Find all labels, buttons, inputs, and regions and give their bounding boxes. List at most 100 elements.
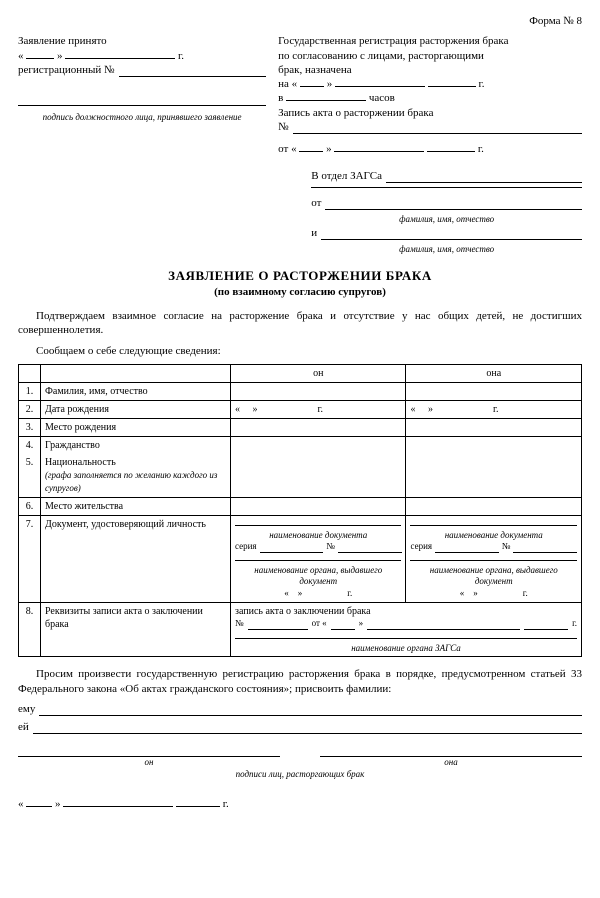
form-number: Форма № 8 [18,14,582,28]
zags-cap: наименование органа ЗАГСа [235,643,577,655]
rec-no-lbl: № [235,618,244,630]
signature-caption: подпись должностного лица, принявшего за… [18,112,266,124]
cell-she[interactable] [406,437,582,455]
sig-she-cap: она [320,757,582,769]
cell-he-doc[interactable]: наименование документа серия№ наименован… [231,516,406,603]
cell-she[interactable] [406,419,582,437]
series-lbl-she: серия [410,541,432,553]
cell-label: Гражданство [41,437,231,455]
right-line-3: брак, назначена [278,63,582,77]
nat-label: Национальность [45,457,116,468]
fio-caption-2: фамилия, имя, отчество [311,244,582,256]
from-field[interactable] [325,209,582,210]
record-from-row: от « » г. [278,142,582,156]
cell-num: 2. [19,401,41,419]
day-blank[interactable] [26,58,54,59]
to-zags-row: В отдел ЗАГСа [18,169,582,183]
and-row: и [18,226,582,240]
cell-he-date[interactable]: « » г. [231,401,406,419]
no-lbl-she: № [502,541,511,553]
and-field[interactable] [321,239,582,240]
cell-he[interactable] [231,437,406,455]
record-no-row: № [278,120,582,134]
cell-she-date[interactable]: « » г. [406,401,582,419]
header-right: Государственная регистрация расторжения … [278,34,582,156]
zags-field-2[interactable] [311,187,582,188]
in-label: в [278,92,283,104]
rec-year[interactable] [427,151,475,152]
reg-no-row: регистрационный № [18,63,266,77]
cell-num: 5. [19,454,41,498]
sched-day[interactable] [300,86,324,87]
series-lbl-he: серия [235,541,257,553]
right-line-2: по согласованию с лицами, расторгающими [278,49,582,63]
cell-he[interactable] [231,419,406,437]
on-label: на « [278,78,297,90]
cell-label: Фамилия, имя, отчество [41,383,231,401]
cell-she-doc[interactable]: наименование документа серия№ наименован… [406,516,582,603]
scheduled-time-row: в часов [278,91,582,105]
cell-she[interactable] [406,454,582,498]
table-row: 5. Национальность (графа заполняется по … [19,454,582,498]
reg-no-field[interactable] [119,76,267,77]
accepted-line: Заявление принято [18,34,266,48]
ys-inline: г. [572,618,577,630]
fy: г. [223,798,229,810]
signature-line[interactable] [18,105,266,106]
zags-field[interactable] [386,182,582,183]
info-table: он она 1. Фамилия, имя, отчество 2. Дата… [18,364,582,657]
quote-close-3: » [326,143,332,155]
cell-label: Реквизиты записи акта о заключении брака [41,602,231,656]
th-num [19,365,41,383]
from-label-2: от [311,196,321,210]
month-blank[interactable] [65,58,175,59]
cell-num: 6. [19,498,41,516]
rec-month[interactable] [334,151,424,152]
cell-she[interactable] [406,383,582,401]
table-row: 1. Фамилия, имя, отчество [19,383,582,401]
cell-num: 1. [19,383,41,401]
header-block: Заявление принято « » г. регистрационный… [18,34,582,156]
doc-name-cap-he: наименование документа [235,530,401,542]
final-day[interactable] [26,806,52,807]
table-row: 2. Дата рождения « » г. « » г. [19,401,582,419]
rec-day[interactable] [299,151,323,152]
final-year[interactable] [176,806,220,807]
quote-close: » [57,50,63,62]
table-row: 8. Реквизиты записи акта о заключении бр… [19,602,582,656]
cell-she[interactable] [406,498,582,516]
hours-label: часов [369,92,395,104]
quote-close-2: » [327,78,333,90]
him-field[interactable] [39,715,582,716]
from-row: от [18,196,582,210]
final-date-row: « » г. [18,797,582,811]
issue-cap-she: наименование органа, выдавшего документ [410,565,577,588]
header-left: Заявление принято « » г. регистрационный… [18,34,266,156]
nat-note: (графа заполняется по желанию каждого из… [45,470,217,493]
record-no-field[interactable] [293,133,582,134]
right-line-1: Государственная регистрация расторжения … [278,34,582,48]
cell-he[interactable] [231,454,406,498]
fq-open: « [18,798,24,810]
cell-he[interactable] [231,498,406,516]
sched-month[interactable] [335,86,425,87]
cell-num: 7. [19,516,41,603]
cell-num: 4. [19,437,41,455]
qc-inline: » [359,618,364,630]
sched-year[interactable] [428,86,476,87]
final-month[interactable] [63,806,173,807]
cell-marriage-record[interactable]: запись акта о заключении брака № от « » … [231,602,582,656]
her-field[interactable] [33,733,582,734]
table-row: 7. Документ, удостоверяющий личность наи… [19,516,582,603]
cell-label: Место рождения [41,419,231,437]
cell-he[interactable] [231,383,406,401]
year-suffix: г. [178,50,184,62]
th-she: она [406,365,582,383]
cell-label: Дата рождения [41,401,231,419]
from-inline: от « [312,618,327,630]
time-blank[interactable] [286,100,366,101]
her-label: ей [18,720,29,734]
para-2: Сообщаем о себе следующие сведения: [18,344,582,358]
no-lbl-he: № [326,541,335,553]
reg-no-label: регистрационный № [18,63,115,77]
